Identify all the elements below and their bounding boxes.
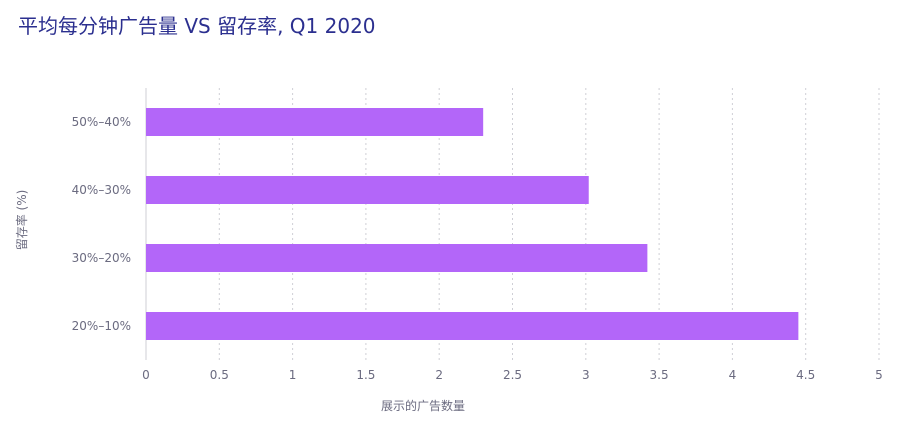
- x-tick-label: 3: [582, 368, 590, 382]
- x-tick-label: 3.5: [650, 368, 669, 382]
- y-tick-label: 50%–40%: [72, 115, 131, 129]
- y-tick-labels: 50%–40% 40%–30% 30%–20% 20%–10%: [72, 115, 131, 333]
- x-tick-label: 2.5: [503, 368, 522, 382]
- bar: [146, 108, 484, 136]
- y-axis-label: 留存率 (%): [14, 190, 29, 251]
- x-tick-label: 2: [435, 368, 443, 382]
- x-tick-label: 4.5: [796, 368, 815, 382]
- bar: [146, 244, 648, 272]
- x-tick-labels: 0 0.5 1 1.5 2 2.5 3 3.5 4 4.5 5: [142, 368, 883, 382]
- x-axis-label: 展示的广告数量: [381, 398, 465, 413]
- x-tick-label: 0: [142, 368, 150, 382]
- bar: [146, 312, 799, 340]
- x-tick-label: 1.5: [356, 368, 375, 382]
- x-tick-label: 1: [289, 368, 297, 382]
- chart-title: 平均每分钟广告量 VS 留存率, Q1 2020: [18, 14, 376, 38]
- y-tick-label: 40%–30%: [72, 183, 131, 197]
- x-tick-label: 4: [729, 368, 737, 382]
- y-tick-label: 20%–10%: [72, 319, 131, 333]
- y-tick-label: 30%–20%: [72, 251, 131, 265]
- bar: [146, 176, 589, 204]
- x-tick-label: 0.5: [210, 368, 229, 382]
- x-tick-label: 5: [875, 368, 883, 382]
- bars: [146, 108, 799, 340]
